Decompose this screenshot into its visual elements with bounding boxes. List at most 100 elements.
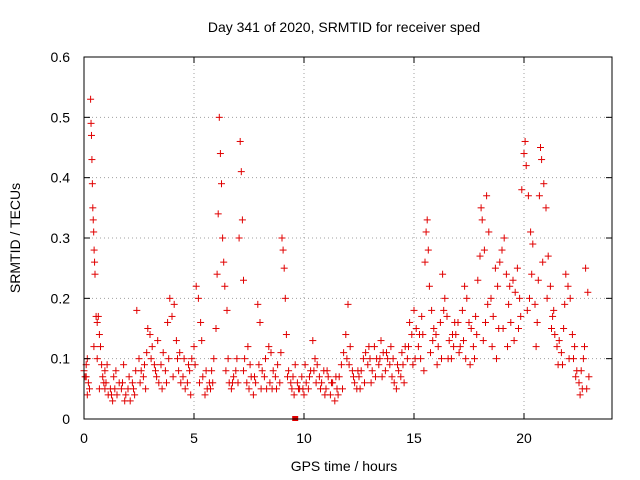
data-point (478, 216, 486, 224)
x-tick-label: 20 (516, 430, 532, 446)
data-point (233, 355, 241, 363)
data-point (418, 312, 426, 320)
data-point (534, 276, 542, 284)
data-point (518, 186, 526, 194)
data-point (397, 373, 405, 381)
y-tick-label: 0.4 (51, 170, 71, 186)
data-point (241, 355, 249, 363)
data-point (390, 379, 398, 387)
data-point (86, 385, 93, 393)
data-point (91, 258, 99, 266)
data-point (274, 361, 282, 369)
marks-layer (80, 95, 593, 421)
data-point (409, 361, 417, 369)
data-point (235, 234, 243, 242)
data-point (427, 349, 434, 357)
data-point (526, 294, 533, 302)
data-point (395, 367, 403, 375)
data-point (584, 288, 592, 296)
data-point (323, 367, 331, 375)
data-point (510, 337, 518, 345)
data-point (408, 331, 416, 339)
data-point (473, 331, 481, 339)
data-point (372, 373, 379, 381)
data-point (199, 373, 207, 381)
data-point (555, 337, 563, 345)
data-point (187, 391, 195, 399)
data-point (450, 343, 458, 351)
data-point (434, 343, 442, 351)
data-point (209, 379, 217, 387)
data-point (421, 258, 429, 266)
data-point (533, 318, 541, 326)
data-point (575, 379, 583, 387)
data-point (88, 180, 96, 188)
data-point (230, 373, 238, 381)
data-point (223, 306, 231, 314)
data-point (93, 355, 101, 363)
data-point (252, 379, 260, 387)
data-point (284, 373, 291, 381)
data-point (258, 367, 266, 375)
data-point (465, 318, 473, 326)
data-point (362, 349, 370, 357)
data-point (317, 385, 324, 393)
data-point (301, 361, 309, 369)
data-point (432, 331, 440, 339)
data-point (312, 379, 320, 387)
data-point (159, 349, 167, 357)
data-point (245, 385, 253, 393)
data-point (128, 379, 136, 387)
data-point (240, 367, 247, 375)
data-point (544, 252, 552, 260)
data-point (112, 367, 120, 375)
data-point (87, 95, 95, 103)
data-point (183, 379, 191, 387)
data-point (511, 288, 519, 296)
data-point (386, 361, 394, 369)
data-point (570, 355, 577, 363)
data-point (90, 343, 98, 351)
data-point (271, 373, 279, 381)
data-point (191, 361, 199, 369)
data-point (488, 343, 496, 351)
data-point (498, 246, 506, 254)
data-point (207, 385, 214, 393)
x-axis-label: GPS time / hours (291, 458, 398, 474)
data-point (136, 379, 144, 387)
data-point (181, 385, 189, 393)
data-point (293, 379, 301, 387)
data-point (273, 385, 280, 393)
data-point (291, 361, 299, 369)
data-point (469, 343, 477, 351)
data-point (566, 294, 574, 302)
data-point (144, 325, 152, 332)
data-point (192, 282, 200, 290)
data-point (334, 391, 342, 399)
data-point (89, 216, 97, 224)
data-point (177, 379, 185, 387)
data-point (523, 306, 531, 314)
data-point (489, 312, 497, 320)
data-point (425, 282, 433, 290)
data-point (527, 228, 535, 236)
data-point (165, 355, 173, 363)
data-point (516, 294, 524, 302)
data-point (139, 373, 147, 381)
data-point (196, 379, 203, 387)
data-point (279, 246, 287, 254)
data-point (190, 343, 198, 351)
data-point (254, 300, 262, 308)
data-point (280, 264, 288, 272)
data-point (198, 337, 206, 345)
y-tick-label: 0.2 (51, 290, 71, 306)
data-point (540, 180, 548, 188)
data-point (185, 361, 192, 369)
data-point (412, 325, 420, 332)
data-point (90, 228, 98, 236)
data-point (180, 355, 188, 363)
data-point (375, 361, 383, 369)
data-point (458, 306, 466, 314)
data-point (550, 306, 558, 314)
